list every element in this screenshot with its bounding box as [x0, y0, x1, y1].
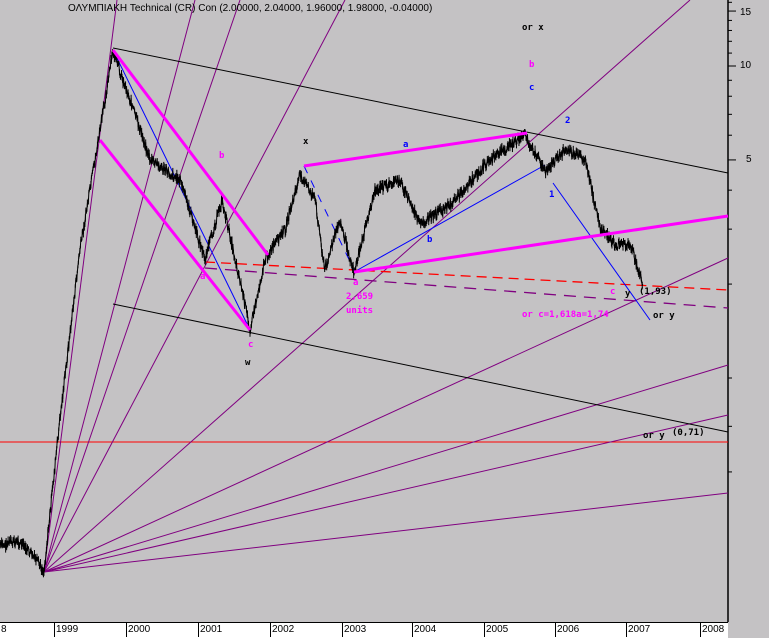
- fan-line: [43, 414, 729, 573]
- x-tick-label: 2007: [626, 623, 651, 637]
- fan-line: [43, 364, 729, 573]
- x-tick-label: 2001: [198, 623, 223, 637]
- trend-line: [552, 182, 651, 321]
- fan-line: [43, 0, 691, 573]
- x-tick-label: 2003: [342, 623, 367, 637]
- y-tick-label: 15: [740, 7, 752, 18]
- channel-lower-line: [112, 303, 729, 433]
- wave-channel-line: [303, 131, 528, 168]
- annotation: c: [610, 287, 616, 297]
- chart-title: ΟΛΥΜΠΙΑΚΗ Technical (CR) Con (2.00000, 2…: [68, 3, 433, 14]
- annotation: 2,659: [346, 292, 374, 302]
- annotation: c: [529, 83, 535, 93]
- annotation: or y: [643, 431, 665, 441]
- support-dashed-line: [204, 267, 729, 309]
- annotation: or x: [522, 23, 544, 33]
- wave-channel-line: [98, 139, 252, 331]
- fan-line: [43, 492, 729, 573]
- annotation: 2: [565, 116, 571, 126]
- x-tick-label: 8: [1, 624, 7, 635]
- trend-line: [353, 164, 546, 273]
- price-line: [0, 50, 644, 574]
- annotation: 1: [549, 190, 555, 200]
- x-tick-label: 2005: [484, 623, 509, 637]
- annotation: (0,71): [672, 428, 705, 438]
- annotation: b: [219, 151, 225, 161]
- annotation: c: [248, 340, 254, 350]
- x-tick-label: 2000: [126, 623, 151, 637]
- fan-line: [43, 257, 729, 573]
- channel-upper-line: [112, 47, 729, 174]
- trend-dashed-line: [303, 165, 356, 273]
- x-tick-label: 2006: [555, 623, 580, 637]
- fan-line: [43, 0, 118, 573]
- wave-channel-line: [353, 214, 729, 274]
- fan-line: [43, 0, 241, 573]
- annotation: or y: [653, 311, 675, 321]
- fan-line: [43, 0, 196, 573]
- annotation: a: [200, 272, 206, 282]
- annotation: or c=1,618a=1,74: [522, 310, 609, 320]
- annotation: w: [245, 358, 251, 368]
- fan-line: [43, 0, 346, 573]
- wave-channel-line: [111, 49, 270, 256]
- y-tick-label: 10: [740, 60, 752, 71]
- support-dashed-line: [204, 261, 729, 291]
- annotation: units: [346, 306, 374, 316]
- annotation: y: [625, 289, 631, 299]
- x-tick-label: 2004: [412, 623, 437, 637]
- x-tick-label: 2002: [270, 623, 295, 637]
- x-axis: [0, 622, 728, 638]
- annotation: a: [353, 278, 359, 288]
- x-tick-label: 1999: [54, 623, 79, 637]
- annotation: b: [529, 60, 535, 70]
- y-tick-label: 5: [746, 154, 752, 165]
- annotation: b: [427, 235, 433, 245]
- annotation: x: [303, 137, 309, 147]
- annotation: a: [403, 140, 409, 150]
- x-tick-label: 2008: [700, 623, 725, 637]
- annotation: (1,93): [639, 287, 672, 297]
